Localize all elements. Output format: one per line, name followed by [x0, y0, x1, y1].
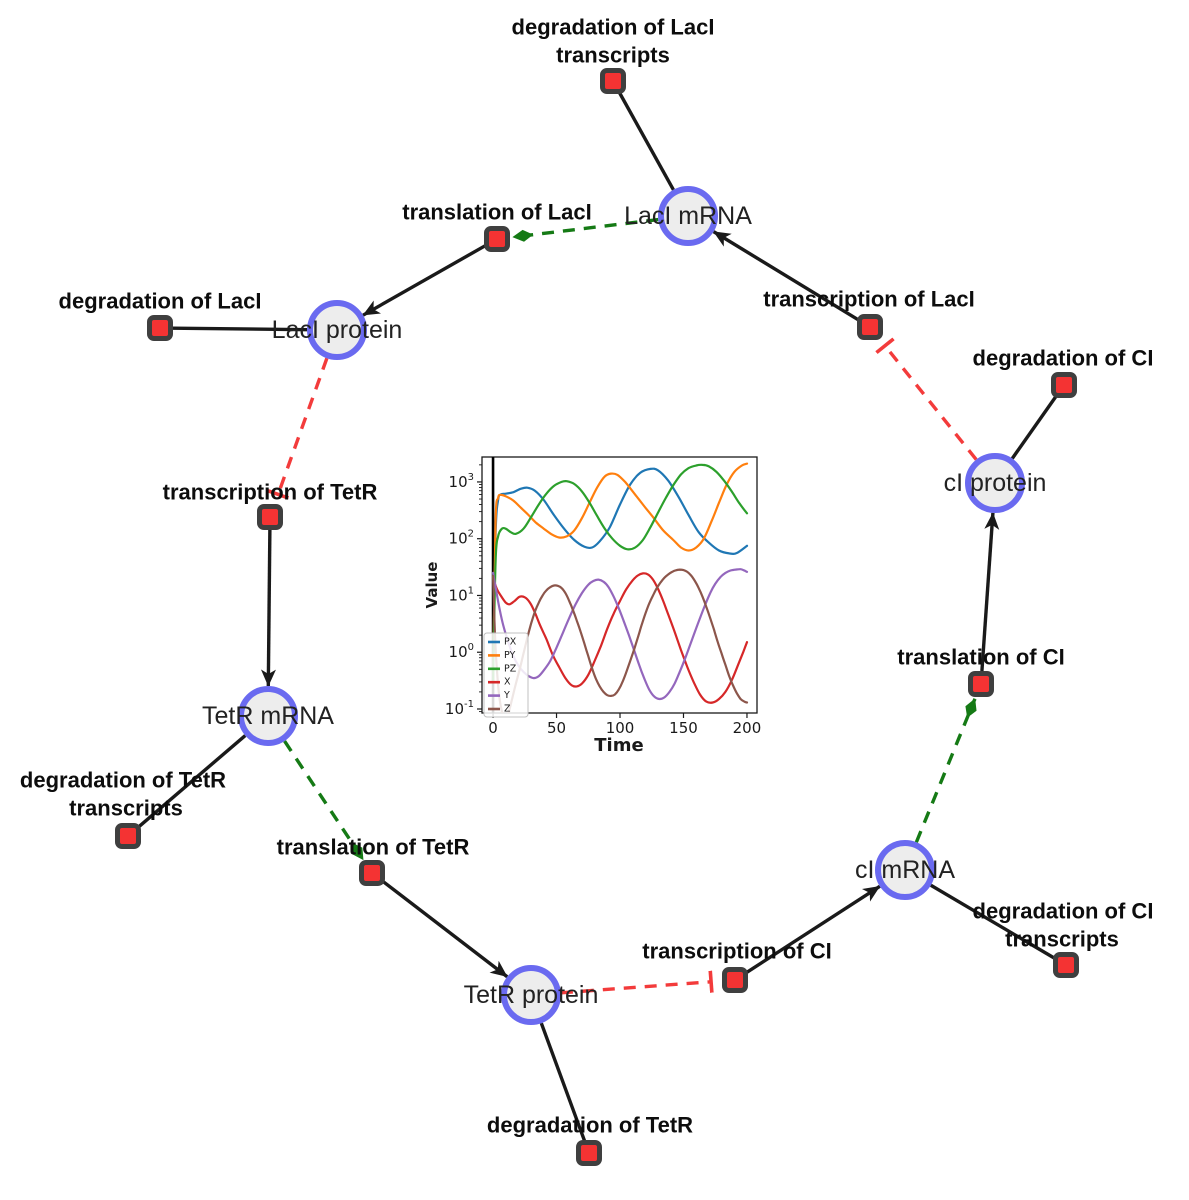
y-tick-label-1e3: 103	[449, 472, 474, 491]
legend-label-PY: PY	[504, 650, 516, 661]
edge-tetr-protein-to-transcription-ci	[560, 970, 714, 995]
y-tick-label-1e1: 101	[449, 585, 474, 604]
legend-label-Z: Z	[504, 704, 511, 715]
edge-transcription-laci-to-laci-mrna	[712, 230, 860, 322]
legend-label-PZ: PZ	[504, 663, 517, 674]
chart-xlabel: Time	[594, 735, 643, 756]
species-node-laci-protein	[307, 300, 367, 360]
edge-translation-laci-to-laci-protein	[362, 243, 487, 317]
reaction-label-translation-tetr-line1: translation of TetR	[277, 835, 470, 860]
reaction-label-deg-tetr-transcripts-line1: degradation of TetR	[20, 768, 226, 793]
species-node-ci-mrna	[875, 840, 935, 900]
node-layer	[115, 68, 1079, 1166]
edge-ci-mrna-to-deg-ci-transcripts	[929, 883, 1056, 960]
label-layer: degradation of LacI transcripts translatio…	[20, 15, 1154, 1138]
species-node-tetr-mrna	[238, 686, 298, 746]
y-tick-label-1e0: 100	[449, 642, 474, 661]
reaction-label-translation-ci-line1: translation of CI	[897, 645, 1064, 670]
edge-transcription-ci-to-ci-mrna	[744, 884, 881, 975]
x-tick-label-200: 200	[733, 719, 762, 737]
species-label-laci-mrna: LacI mRNA	[624, 202, 752, 230]
chart-ylabel: Value	[423, 562, 441, 609]
x-tick-label-100: 100	[606, 719, 635, 737]
reaction-label-deg-laci-transcripts-line1: degradation of LacI	[512, 15, 715, 40]
legend-label-Y: Y	[503, 690, 510, 701]
reaction-node-deg-tetr-transcripts	[115, 823, 141, 849]
edge-tetr-protein-to-deg-tetr	[539, 1022, 587, 1142]
reaction-node-transcription-ci	[722, 967, 748, 993]
chart-series-X	[491, 572, 749, 704]
reaction-label-deg-ci-transcripts-line2: transcripts	[1005, 927, 1119, 952]
edge-ci-mrna-to-translation-ci	[914, 698, 977, 843]
species-node-ci-protein	[965, 453, 1025, 513]
reaction-node-translation-laci	[484, 226, 510, 252]
chart-axis-ticks: 0 50 100 150 200 10-1 100 101 102 103	[445, 464, 762, 737]
edge-laci-mrna-to-translation-laci	[512, 217, 659, 242]
edge-transcription-tetr-to-tetr-mrna	[260, 529, 276, 687]
edge-laci-protein-to-transcription-tetr	[267, 357, 329, 500]
edge-tetr-mrna-to-translation-tetr	[283, 740, 365, 861]
species-label-ci-mrna: cI mRNA	[855, 856, 955, 884]
species-label-tetr-mrna: TetR mRNA	[202, 702, 334, 730]
edge-translation-ci-to-ci-protein	[980, 512, 1000, 672]
reaction-node-transcription-laci	[857, 314, 883, 340]
reaction-label-transcription-tetr-line1: transcription of TetR	[163, 480, 378, 505]
reaction-label-transcription-ci-line1: transcription of CI	[642, 939, 831, 964]
reaction-label-deg-laci-line1: degradation of LacI	[59, 289, 262, 314]
reaction-node-translation-ci	[968, 671, 994, 697]
legend-label-PX: PX	[504, 637, 517, 648]
x-tick-label-50: 50	[547, 719, 566, 737]
reaction-node-deg-ci-transcripts	[1053, 952, 1079, 978]
reaction-label-deg-ci-transcripts-line1: degradation of CI	[973, 899, 1154, 924]
chart-series-PY	[491, 462, 749, 684]
edge-tetr-mrna-to-deg-tetr-transcripts	[136, 734, 247, 829]
y-tick-label-1e-1: 10-1	[445, 699, 474, 718]
reaction-label-translation-laci-line1: translation of LacI	[402, 200, 591, 225]
edge-translation-tetr-to-tetr-protein	[381, 879, 509, 979]
legend-label-X: X	[504, 677, 511, 688]
edge-ci-protein-to-transcription-laci	[875, 337, 978, 461]
reaction-node-deg-ci	[1051, 372, 1077, 398]
chart-series-Z	[491, 568, 749, 713]
reaction-label-deg-tetr-line1: degradation of TetR	[487, 1113, 693, 1138]
edge-ci-protein-to-deg-ci	[1010, 394, 1058, 460]
reaction-node-translation-tetr	[359, 860, 385, 886]
edge-layer	[136, 91, 1058, 1142]
edge-laci-mrna-to-deg-laci-transcripts	[617, 91, 675, 191]
species-node-laci-mrna	[658, 186, 718, 246]
reaction-node-deg-laci-transcripts	[600, 68, 626, 94]
chart-legend: PX PY PZ XYZ	[483, 632, 529, 718]
chart-series-PZ	[491, 463, 749, 684]
reaction-label-deg-tetr-transcripts-line2: transcripts	[69, 796, 183, 821]
species-label-ci-protein: cI protein	[944, 469, 1047, 497]
reaction-node-deg-tetr	[576, 1140, 602, 1166]
chart-series-PX	[491, 467, 749, 684]
chart-series-lines	[491, 457, 749, 713]
x-tick-label-0: 0	[488, 719, 498, 737]
reaction-node-deg-laci	[147, 315, 173, 341]
y-tick-label-1e2: 102	[449, 529, 474, 548]
chart-series-Y	[491, 568, 749, 701]
edge-laci-protein-to-deg-laci	[172, 326, 308, 332]
species-node-tetr-protein	[501, 965, 561, 1025]
reaction-node-transcription-tetr	[257, 504, 283, 530]
species-label-laci-protein: LacI protein	[272, 316, 403, 344]
species-label-tetr-protein: TetR protein	[464, 981, 599, 1009]
x-tick-label-150: 150	[669, 719, 698, 737]
reaction-label-deg-ci-line1: degradation of CI	[973, 346, 1154, 371]
reaction-label-deg-laci-transcripts-line2: transcripts	[556, 43, 670, 68]
reaction-label-transcription-laci-line1: transcription of LacI	[763, 287, 974, 312]
